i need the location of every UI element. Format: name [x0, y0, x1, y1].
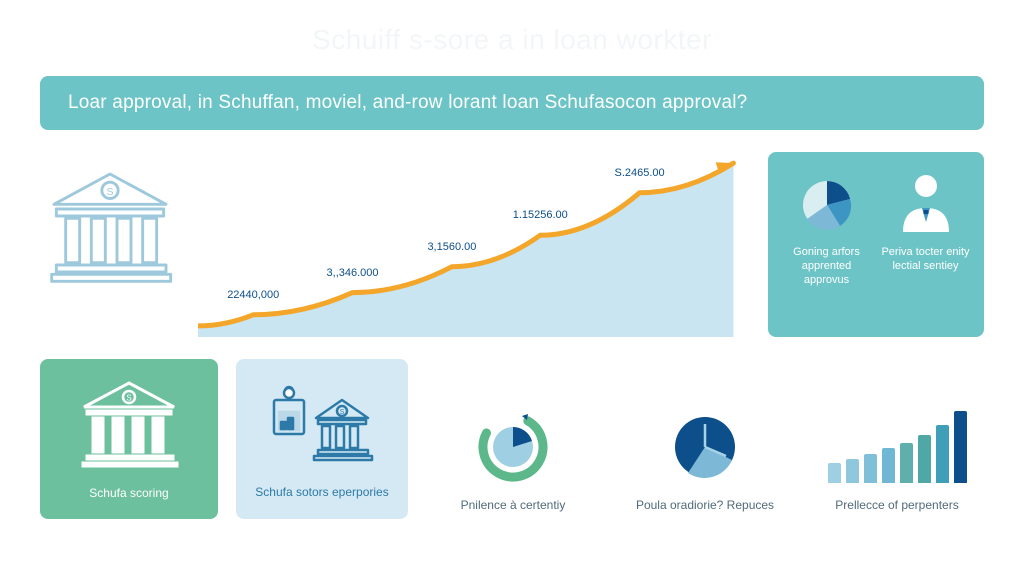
side-card-right: Periva tocter enity lectial sentiey	[881, 170, 970, 325]
box-label: Pnilence à certentiy	[461, 498, 566, 513]
side-card-left-label: Goning arfors apprented approvus	[782, 246, 871, 287]
box-label: Poula oradiorie? Repuces	[636, 498, 774, 513]
mini-bar	[828, 463, 841, 483]
mini-bar	[882, 448, 895, 483]
card-label: Schufa sotors eperpories	[255, 485, 388, 500]
svg-text:S: S	[340, 409, 345, 416]
mini-bar	[936, 425, 949, 483]
box-clock-pie: Poula oradiorie? Repuces	[618, 359, 792, 519]
bank-outline-icon: S	[40, 152, 180, 337]
mini-bar	[900, 443, 913, 483]
side-card: Goning arfors apprented approvus Periva …	[768, 152, 984, 337]
box-label: Prellecce of perpenters	[835, 498, 958, 513]
progress-ring-icon	[472, 402, 554, 492]
mini-bar	[918, 435, 931, 483]
side-card-left: Goning arfors apprented approvus	[782, 170, 871, 325]
side-card-right-label: Periva tocter enity lectial sentiey	[881, 246, 970, 274]
mini-bar	[864, 454, 877, 483]
bank-filled-icon: S	[74, 377, 184, 478]
box-progress-ring: Pnilence à certentiy	[426, 359, 600, 519]
svg-text:S: S	[126, 394, 131, 403]
person-badge-icon	[895, 170, 957, 240]
page-title: Schuiff s-sore a in loan workter	[40, 24, 984, 56]
mini-bar	[954, 411, 967, 483]
question-banner: Loar approval, in Schuffan, moviel, and-…	[40, 76, 984, 130]
bottom-row: S Schufa scoring	[40, 359, 984, 519]
pie-chart-icon	[796, 170, 858, 240]
card-schufa-sotors: S Schufa sotors eperpories	[236, 359, 408, 519]
card-schufa-scoring: S Schufa scoring	[40, 359, 218, 519]
clock-pie-icon	[664, 402, 746, 492]
box-bars: Prellecce of perpenters	[810, 359, 984, 519]
bars-ascending-icon	[828, 402, 967, 492]
growth-chart: 22440,0003,,346.0003,1560.001.15256.00S.…	[198, 152, 750, 337]
card-label: Schufa scoring	[89, 486, 168, 501]
mini-bar	[846, 459, 859, 483]
middle-row: S 22440,0003,,346.0003,1560.001.15256.00…	[40, 152, 984, 337]
svg-text:S: S	[106, 187, 113, 198]
storefront-icon: S	[268, 378, 376, 477]
